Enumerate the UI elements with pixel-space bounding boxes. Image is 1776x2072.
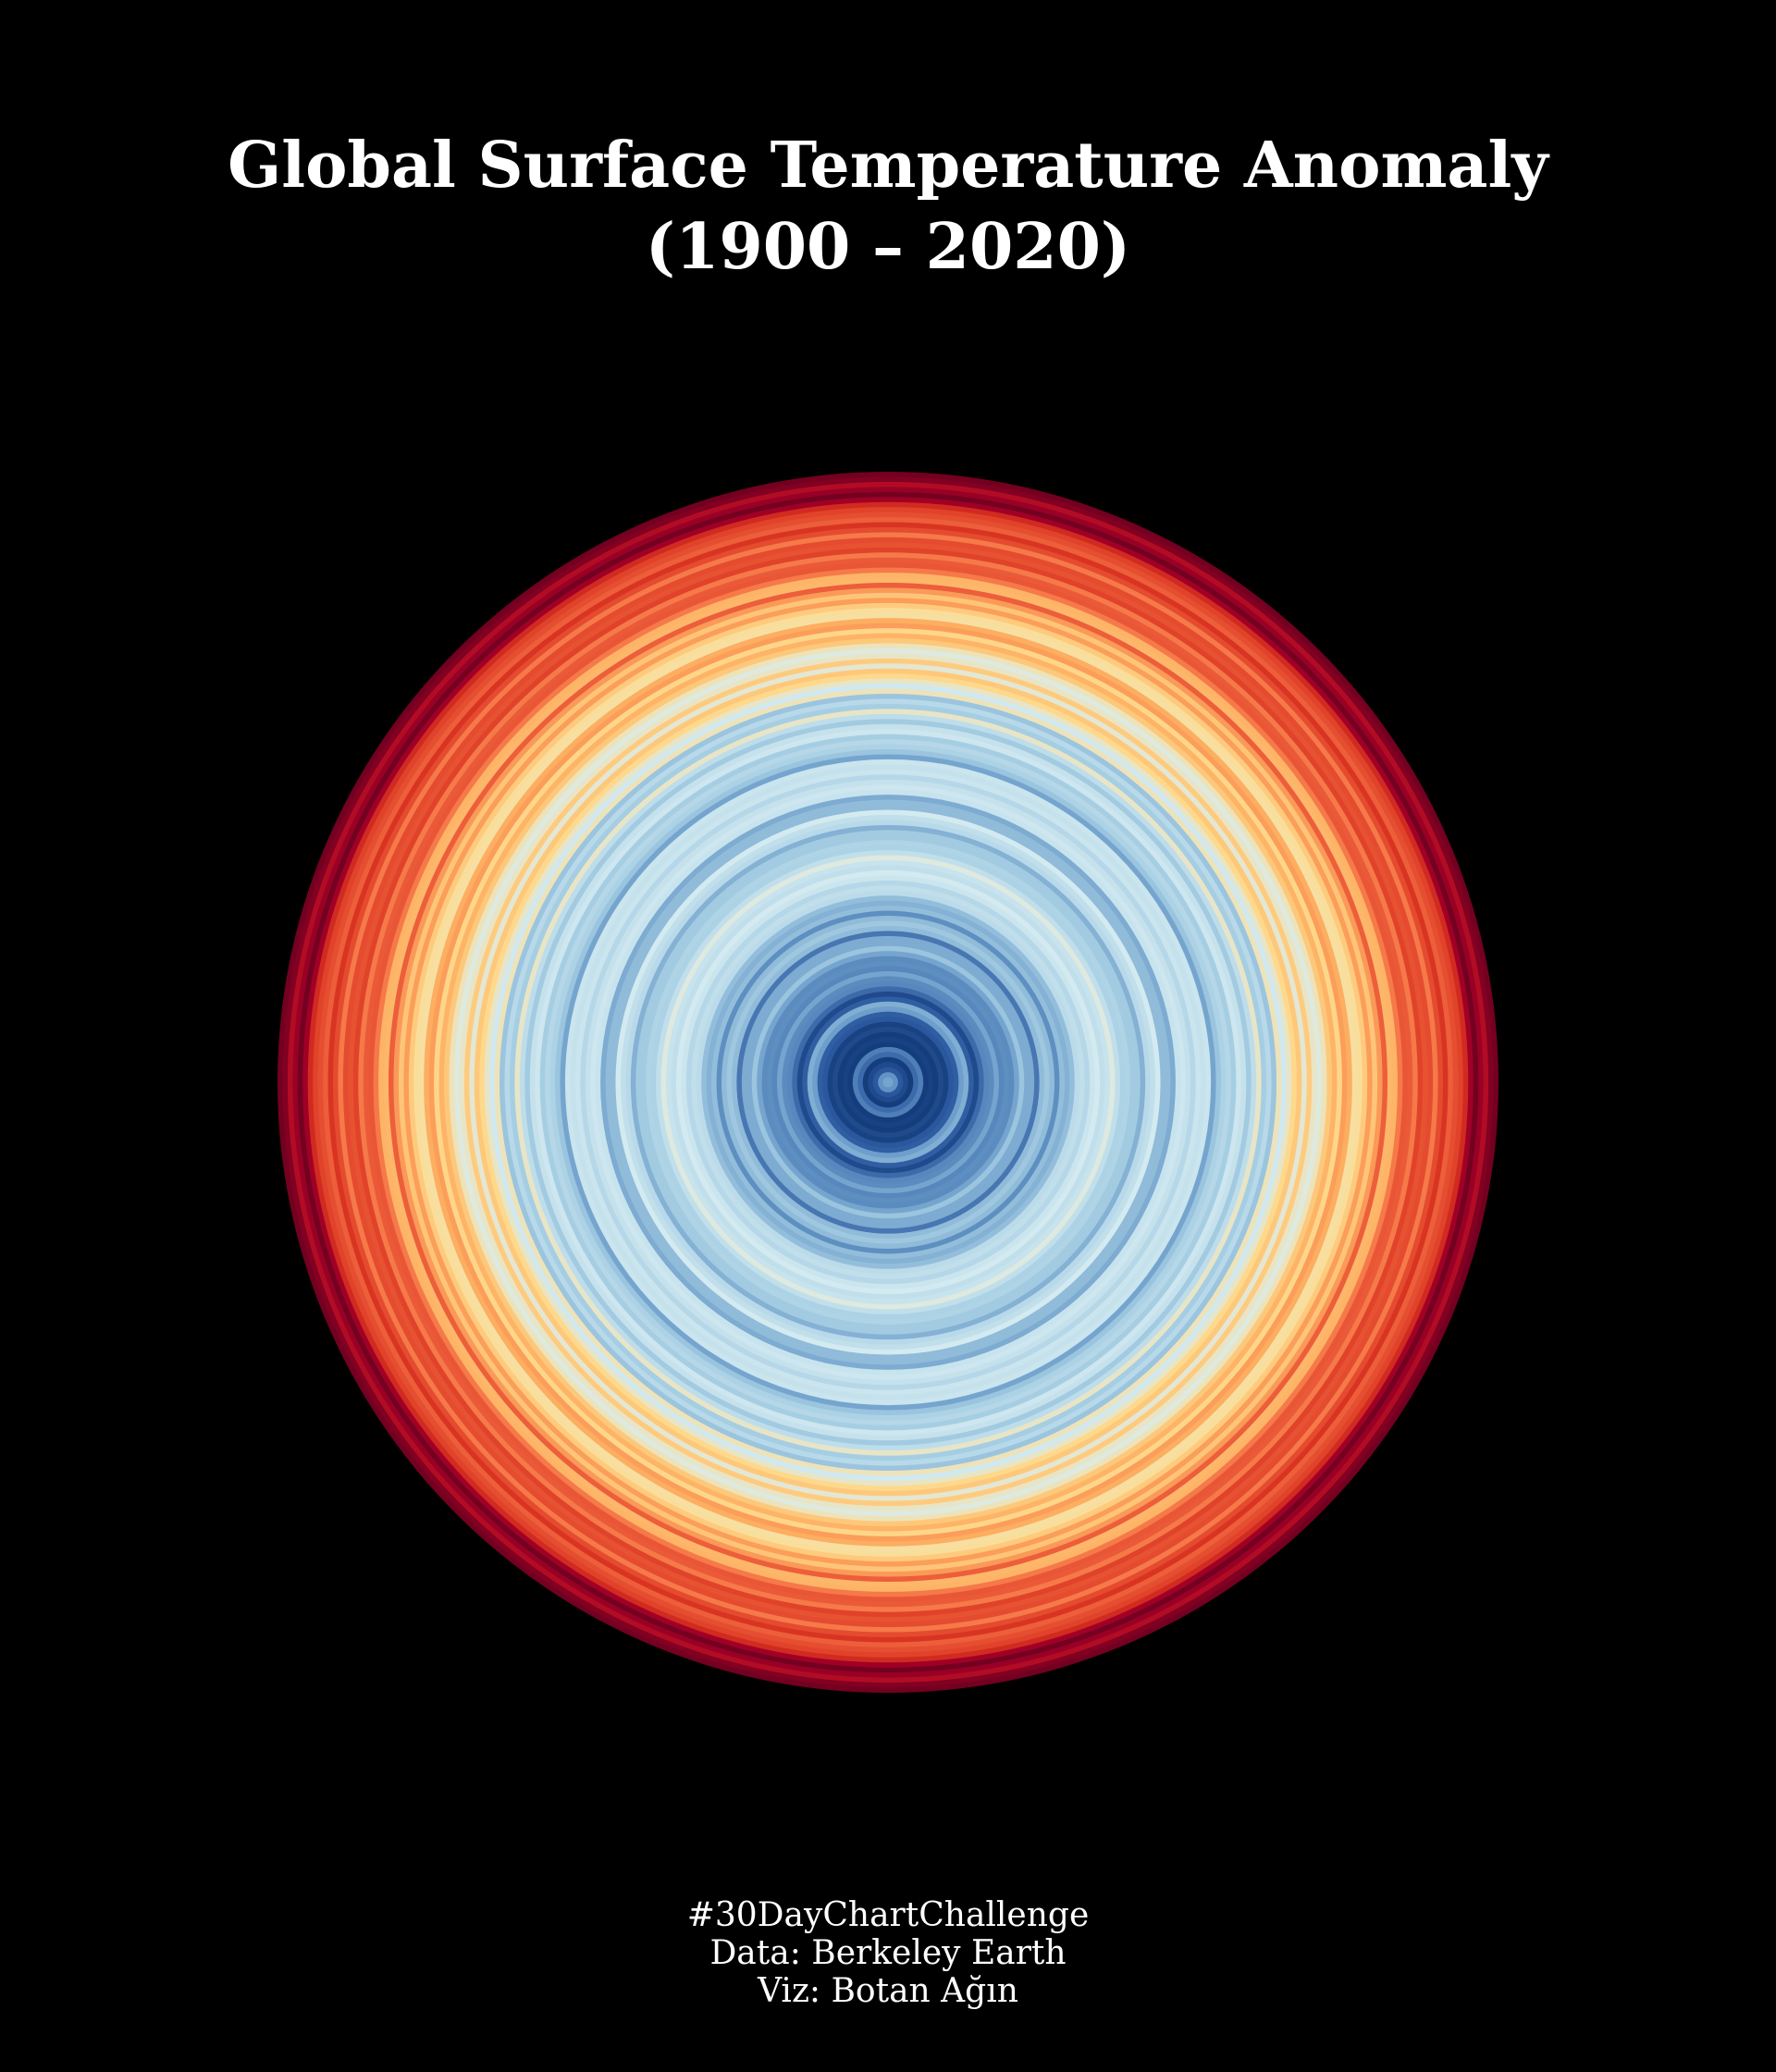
caption: Data: Berkeley Earth — [709, 1934, 1066, 1972]
ring — [882, 1077, 894, 1088]
rings — [278, 472, 1498, 1693]
chart-subtitle: (1900 – 2020) — [646, 210, 1130, 284]
chart-title: Global Surface Temperature Anomaly — [228, 129, 1550, 203]
caption: #30DayChartChallenge — [687, 1896, 1090, 1934]
caption: Viz: Botan Ağın — [757, 1972, 1018, 2010]
